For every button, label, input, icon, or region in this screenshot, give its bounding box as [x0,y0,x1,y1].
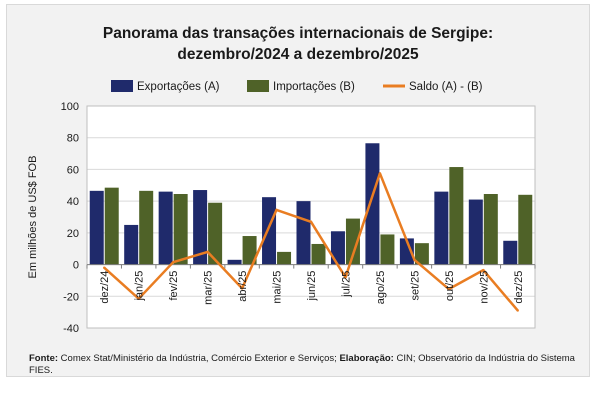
bar-exportacoes-0 [89,190,104,265]
point-saldo-2 [171,260,175,264]
point-saldo-1 [137,297,140,300]
bar-exportacoes-6 [296,201,311,265]
x-tick-label-12: dez/25 [513,271,525,304]
bar-exportacoes-7 [330,231,345,265]
y-tick-label-1: -20 [63,291,79,303]
legend-label-1: Importações (B) [273,81,355,93]
x-tick-label-6: jun/25 [306,271,318,302]
bar-importacoes-6 [311,243,326,265]
x-tick-label-7: jul/25 [340,271,352,298]
bar-exportacoes-1 [124,224,139,265]
y-tick-label-4: 40 [67,196,79,208]
bar-importacoes-0 [104,187,119,265]
point-saldo-12 [516,309,519,312]
point-saldo-11 [482,268,485,272]
bar-importacoes-1 [139,190,154,265]
x-tick-label-3: mar/25 [203,271,215,305]
chart-title-line2: dezembro/2024 a dezembro/2025 [177,46,419,63]
point-saldo-4 [240,287,244,290]
bar-importacoes-9 [414,243,429,265]
point-saldo-7 [344,276,347,279]
x-tick-label-8: ago/25 [375,271,387,305]
point-saldo-3 [206,250,209,254]
legend-label-0: Exportações (A) [137,81,220,93]
bar-exportacoes-2 [158,191,173,265]
plot-border [86,105,536,329]
prep-label: Elaboração: [339,353,394,364]
bar-exportacoes-9 [399,238,414,265]
bar-importacoes-7 [345,218,360,265]
x-tick-label-0: dez/24 [99,271,111,304]
bar-exportacoes-12 [503,240,518,265]
x-tick-label-5: mai/25 [272,271,284,304]
chart-svg: -40 -20 0 20 40 60 80 100 dez/24 jan/25 fev/25 mar/… [27,80,536,335]
bar-importacoes-10 [449,167,464,265]
point-saldo-10 [447,287,451,291]
chart-frame: Panorama das transações internacionais d… [6,4,590,377]
chart-footer: Fonte: Comex Stat/Ministério da Indústri… [29,353,589,377]
x-tick-label-9: set/25 [409,271,421,301]
legend-label-2: Saldo (A) - (B) [409,81,483,93]
bar-importacoes-8 [380,234,395,265]
x-tick-label-10: out/25 [444,271,456,302]
prep-text: CIN; Observatório da Indústria do Sistem… [29,353,575,376]
legend-swatch-1 [247,80,269,92]
y-tick-label-5: 60 [67,164,79,176]
y-tick-label-0: -40 [63,323,79,335]
bar-exportacoes-3 [193,190,208,265]
y-tick-label-7: 100 [61,101,79,113]
point-saldo-0 [103,266,106,269]
x-tick-label-1: jan/25 [134,271,146,302]
bar-importacoes-3 [208,202,223,265]
point-saldo-8 [378,172,382,175]
bar-importacoes-4 [242,236,257,265]
source-label: Fonte: [29,353,59,364]
bar-importacoes-12 [518,194,533,265]
bar-importacoes-11 [483,194,498,265]
bar-exportacoes-10 [434,191,449,265]
point-saldo-6 [309,220,313,223]
bar-exportacoes-5 [262,197,277,265]
x-tick-label-4: abr/25 [237,271,249,302]
bar-exportacoes-4 [227,259,242,265]
point-saldo-5 [275,208,278,212]
bar-importacoes-2 [173,194,188,265]
source-text: Comex Stat/Ministério da Indústria, Comé… [60,353,337,364]
chart-title-line1: Panorama das transações internacionais d… [102,25,494,42]
y-tick-label-3: 20 [67,228,79,240]
y-tick-label-6: 80 [67,133,79,145]
x-tick-label-2: fev/25 [168,271,180,301]
bar-exportacoes-11 [468,199,483,265]
bar-importacoes-5 [277,251,292,265]
point-saldo-9 [413,258,416,262]
x-tick-label-11: nov/25 [478,271,490,304]
y-axis-title: Em milhões de US$ FOB [27,156,39,279]
chart-title: Panorama das transações internacionais d… [7,23,589,65]
bar-exportacoes-8 [365,143,380,265]
y-tick-label-2: 0 [73,260,79,272]
legend-swatch-0 [111,80,133,92]
